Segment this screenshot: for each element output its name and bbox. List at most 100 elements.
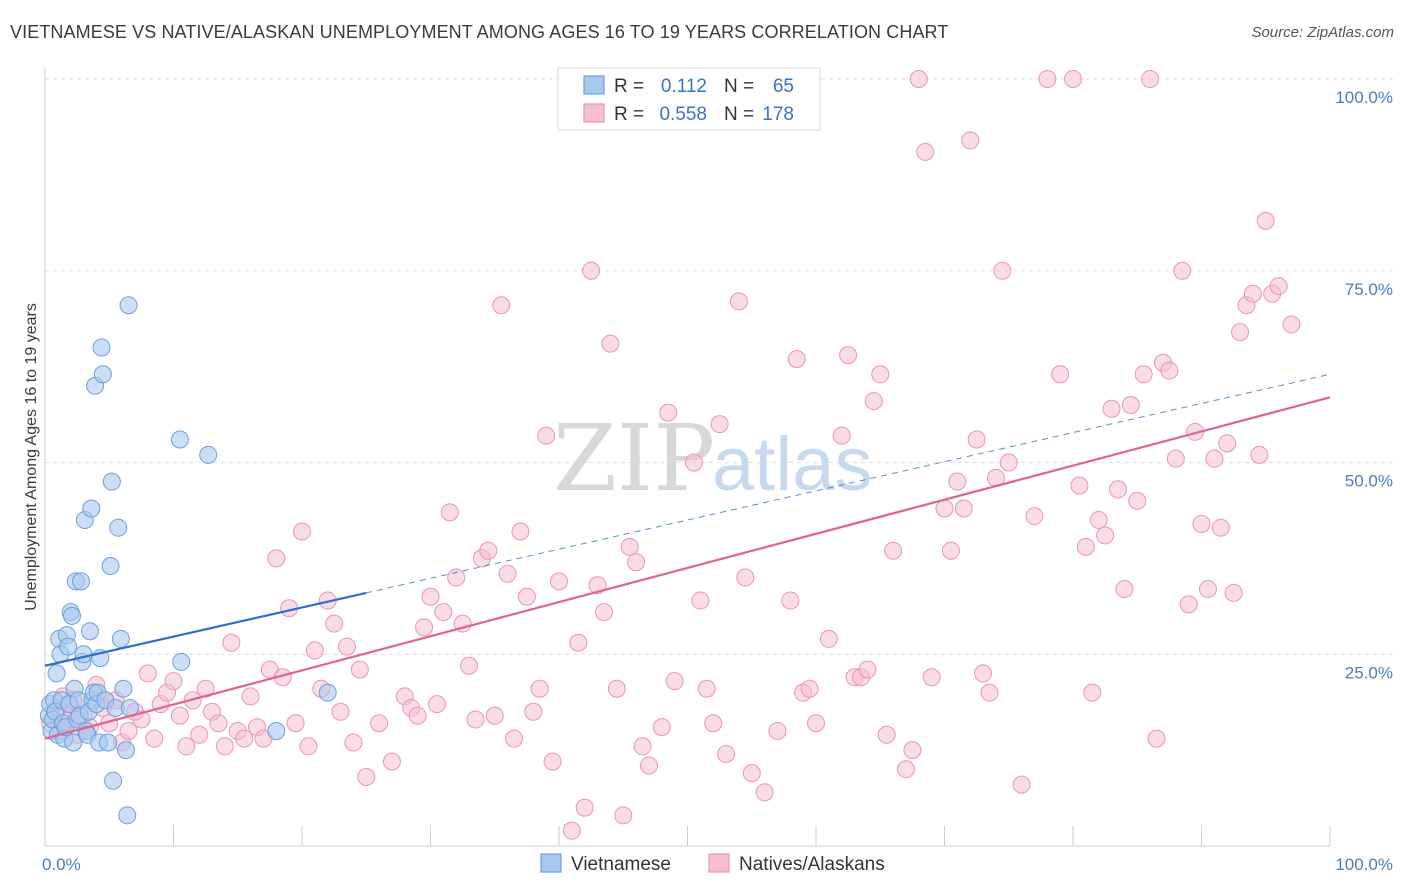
vietnamese-n-label: N = bbox=[724, 76, 754, 97]
legend-natives-label: Natives/Alaskans bbox=[739, 854, 885, 875]
vietnamese-point bbox=[118, 806, 137, 825]
natives-point bbox=[408, 706, 427, 725]
y-tick-label-75: 75.0% bbox=[1345, 280, 1393, 299]
natives-point bbox=[421, 587, 440, 606]
natives-point bbox=[1038, 70, 1057, 88]
natives-point bbox=[607, 679, 626, 698]
natives-point bbox=[382, 752, 401, 771]
natives-point bbox=[1089, 511, 1108, 530]
natives-point bbox=[498, 564, 517, 583]
vietnamese-point bbox=[114, 679, 133, 698]
natives-point bbox=[665, 672, 684, 691]
natives-point bbox=[460, 656, 479, 675]
natives-point bbox=[884, 541, 903, 560]
vietnamese-point bbox=[47, 664, 66, 683]
vietnamese-point bbox=[111, 629, 130, 648]
natives-point bbox=[588, 576, 607, 595]
vietnamese-point bbox=[82, 499, 101, 518]
vietnamese-r-value: 0.112 bbox=[661, 76, 707, 97]
natives-trend-line bbox=[44, 396, 1331, 740]
natives-point bbox=[511, 522, 530, 541]
natives-point bbox=[1250, 445, 1269, 464]
natives-points bbox=[41, 70, 1301, 840]
trend-lines bbox=[44, 373, 1331, 740]
natives-point bbox=[922, 668, 941, 687]
natives-point bbox=[267, 549, 286, 568]
stats-legend: R = 0.112 N = 65 R = 0.558 N = 178 bbox=[557, 67, 821, 131]
y-axis-title: Unemployment Among Ages 16 to 19 years bbox=[23, 303, 40, 611]
natives-point bbox=[235, 729, 254, 748]
natives-point bbox=[633, 737, 652, 756]
natives-point bbox=[781, 591, 800, 610]
natives-point bbox=[1102, 399, 1121, 418]
natives-point bbox=[170, 706, 189, 725]
natives-point bbox=[492, 296, 511, 315]
natives-point bbox=[1115, 580, 1134, 599]
vietnamese-point bbox=[102, 472, 121, 491]
vietnamese-point bbox=[62, 606, 81, 625]
natives-point bbox=[614, 806, 633, 825]
natives-point bbox=[967, 430, 986, 449]
natives-point bbox=[524, 702, 543, 721]
natives-point bbox=[1108, 480, 1127, 499]
natives-point bbox=[550, 572, 568, 591]
natives-point bbox=[1269, 277, 1288, 296]
natives-point bbox=[684, 453, 703, 472]
natives-point bbox=[710, 415, 729, 434]
vietnamese-point bbox=[74, 645, 93, 664]
vietnamese-point bbox=[93, 365, 112, 384]
natives-point bbox=[948, 472, 967, 491]
natives-point bbox=[755, 783, 774, 802]
natives-point bbox=[505, 729, 524, 748]
natives-point bbox=[736, 568, 755, 587]
natives-point bbox=[286, 714, 305, 733]
natives-point bbox=[659, 403, 678, 422]
y-tick-label-25: 25.0% bbox=[1345, 663, 1393, 682]
vietnamese-n-value: 65 bbox=[773, 76, 794, 97]
x-tick-label-min: 0.0% bbox=[42, 855, 81, 874]
natives-point bbox=[440, 503, 459, 522]
natives-point bbox=[832, 426, 851, 445]
natives-point bbox=[293, 522, 311, 541]
natives-point bbox=[1064, 70, 1082, 88]
vietnamese-point bbox=[119, 296, 138, 315]
natives-point bbox=[800, 679, 819, 698]
natives-point bbox=[980, 683, 999, 702]
natives-point bbox=[415, 618, 434, 637]
natives-point bbox=[620, 537, 639, 556]
natives-point bbox=[896, 760, 915, 779]
natives-point bbox=[1218, 434, 1237, 453]
natives-point bbox=[1121, 395, 1140, 414]
natives-point bbox=[1051, 365, 1070, 384]
natives-point bbox=[871, 365, 890, 384]
natives-point bbox=[370, 714, 389, 733]
natives-point bbox=[594, 603, 613, 622]
natives-point bbox=[961, 131, 980, 150]
natives-point bbox=[569, 633, 588, 652]
vietnamese-point bbox=[101, 557, 120, 576]
natives-point bbox=[691, 591, 710, 610]
natives-r-label: R = bbox=[614, 104, 644, 125]
natives-point bbox=[1173, 261, 1192, 280]
series-legend: Vietnamese Natives/Alaskans bbox=[540, 853, 885, 875]
natives-point bbox=[916, 142, 935, 161]
natives-swatch bbox=[583, 103, 605, 123]
natives-point bbox=[562, 821, 581, 840]
legend-natives-swatch bbox=[708, 853, 730, 873]
natives-point bbox=[543, 752, 562, 771]
legend-vietnamese-swatch bbox=[540, 853, 562, 873]
natives-point bbox=[582, 261, 601, 280]
natives-point bbox=[627, 553, 646, 572]
vietnamese-point bbox=[318, 683, 337, 702]
natives-point bbox=[1211, 518, 1230, 537]
natives-point bbox=[1160, 361, 1179, 380]
natives-point bbox=[325, 614, 344, 633]
natives-point bbox=[1166, 449, 1185, 468]
natives-point bbox=[858, 660, 877, 679]
natives-point bbox=[954, 499, 973, 518]
vietnamese-point bbox=[64, 733, 83, 752]
natives-point bbox=[974, 664, 993, 683]
natives-point bbox=[1224, 583, 1243, 602]
natives-point bbox=[601, 334, 620, 353]
